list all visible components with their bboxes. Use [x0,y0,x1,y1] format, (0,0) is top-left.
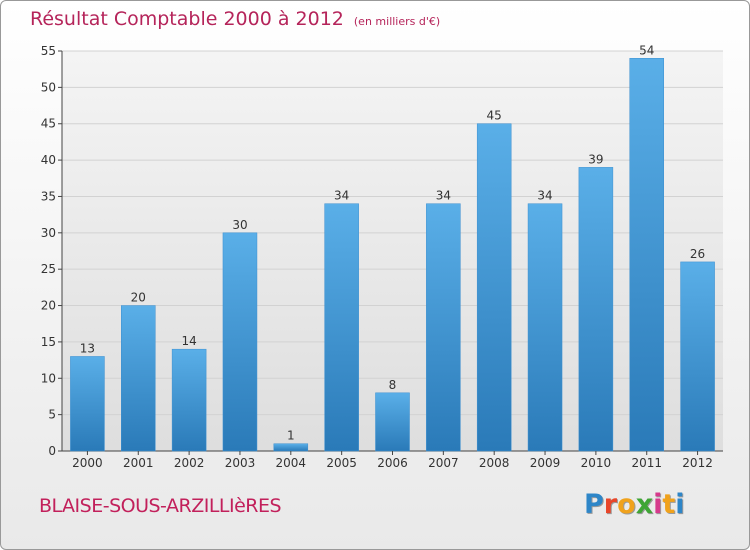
bar [121,305,156,452]
y-tick-label: 20 [41,299,56,313]
y-tick-label: 55 [41,44,56,58]
y-tick-label: 45 [41,117,56,131]
data-label: 45 [487,109,502,123]
x-tick-label: 2004 [276,456,307,470]
logo-letter: t [662,489,676,520]
x-tick-label: 2000 [72,456,103,470]
x-tick-label: 2011 [631,456,662,470]
logo-letter: P [584,489,604,520]
x-tick-label: 2012 [682,456,713,470]
data-label: 34 [334,189,349,203]
x-tick-label: 2001 [123,456,154,470]
data-label: 26 [690,247,705,261]
bar [375,392,410,452]
chart-title-text: Résultat Comptable 2000 à 2012 [30,8,344,30]
y-tick-label: 15 [41,335,56,349]
data-label: 20 [131,291,146,305]
logo-letter: r [603,489,618,520]
bar [324,203,359,452]
y-tick-label: 50 [41,80,56,94]
data-label: 30 [232,218,247,232]
data-label: 54 [639,43,654,57]
bar [70,356,105,452]
data-label: 34 [537,189,552,203]
logo-letter: i [653,489,663,520]
x-tick-label: 2010 [581,456,612,470]
x-tick-label: 2007 [428,456,459,470]
bar [476,123,512,452]
chart-subtitle: (en milliers d'€) [353,15,441,28]
data-label: 8 [389,378,397,392]
bar [680,261,715,452]
bar [273,443,309,452]
data-label: 14 [181,334,196,348]
logo-letter: x [635,489,654,520]
y-tick-label: 30 [41,226,56,240]
x-tick-label: 2002 [174,456,205,470]
bar [222,232,258,452]
bar [527,203,563,452]
chart-title: Résultat Comptable 2000 à 2012 (en millie… [30,8,440,30]
logo-letter: i [675,489,685,520]
proxiti-logo: Proxiti [584,489,685,520]
y-tick-label: 25 [41,262,56,276]
bar [629,58,664,452]
x-tick-label: 2003 [225,456,256,470]
data-label: 1 [287,429,295,443]
y-tick-label: 40 [41,153,56,167]
y-tick-label: 35 [41,189,56,203]
y-tick-label: 5 [48,408,56,422]
data-label: 39 [588,152,603,166]
bar [426,203,461,452]
logo-letter: o [617,489,636,520]
x-tick-label: 2005 [326,456,357,470]
y-tick-label: 10 [41,371,56,385]
data-label: 34 [436,189,451,203]
bar [171,348,207,452]
y-tick-label: 0 [48,444,56,458]
bar [578,167,614,452]
x-tick-label: 2008 [479,456,510,470]
x-tick-label: 2006 [377,456,408,470]
data-label: 13 [80,341,95,355]
commune-name: BLAISE-SOUS-ARZILLIèRES [39,495,282,517]
x-tick-label: 2009 [530,456,561,470]
